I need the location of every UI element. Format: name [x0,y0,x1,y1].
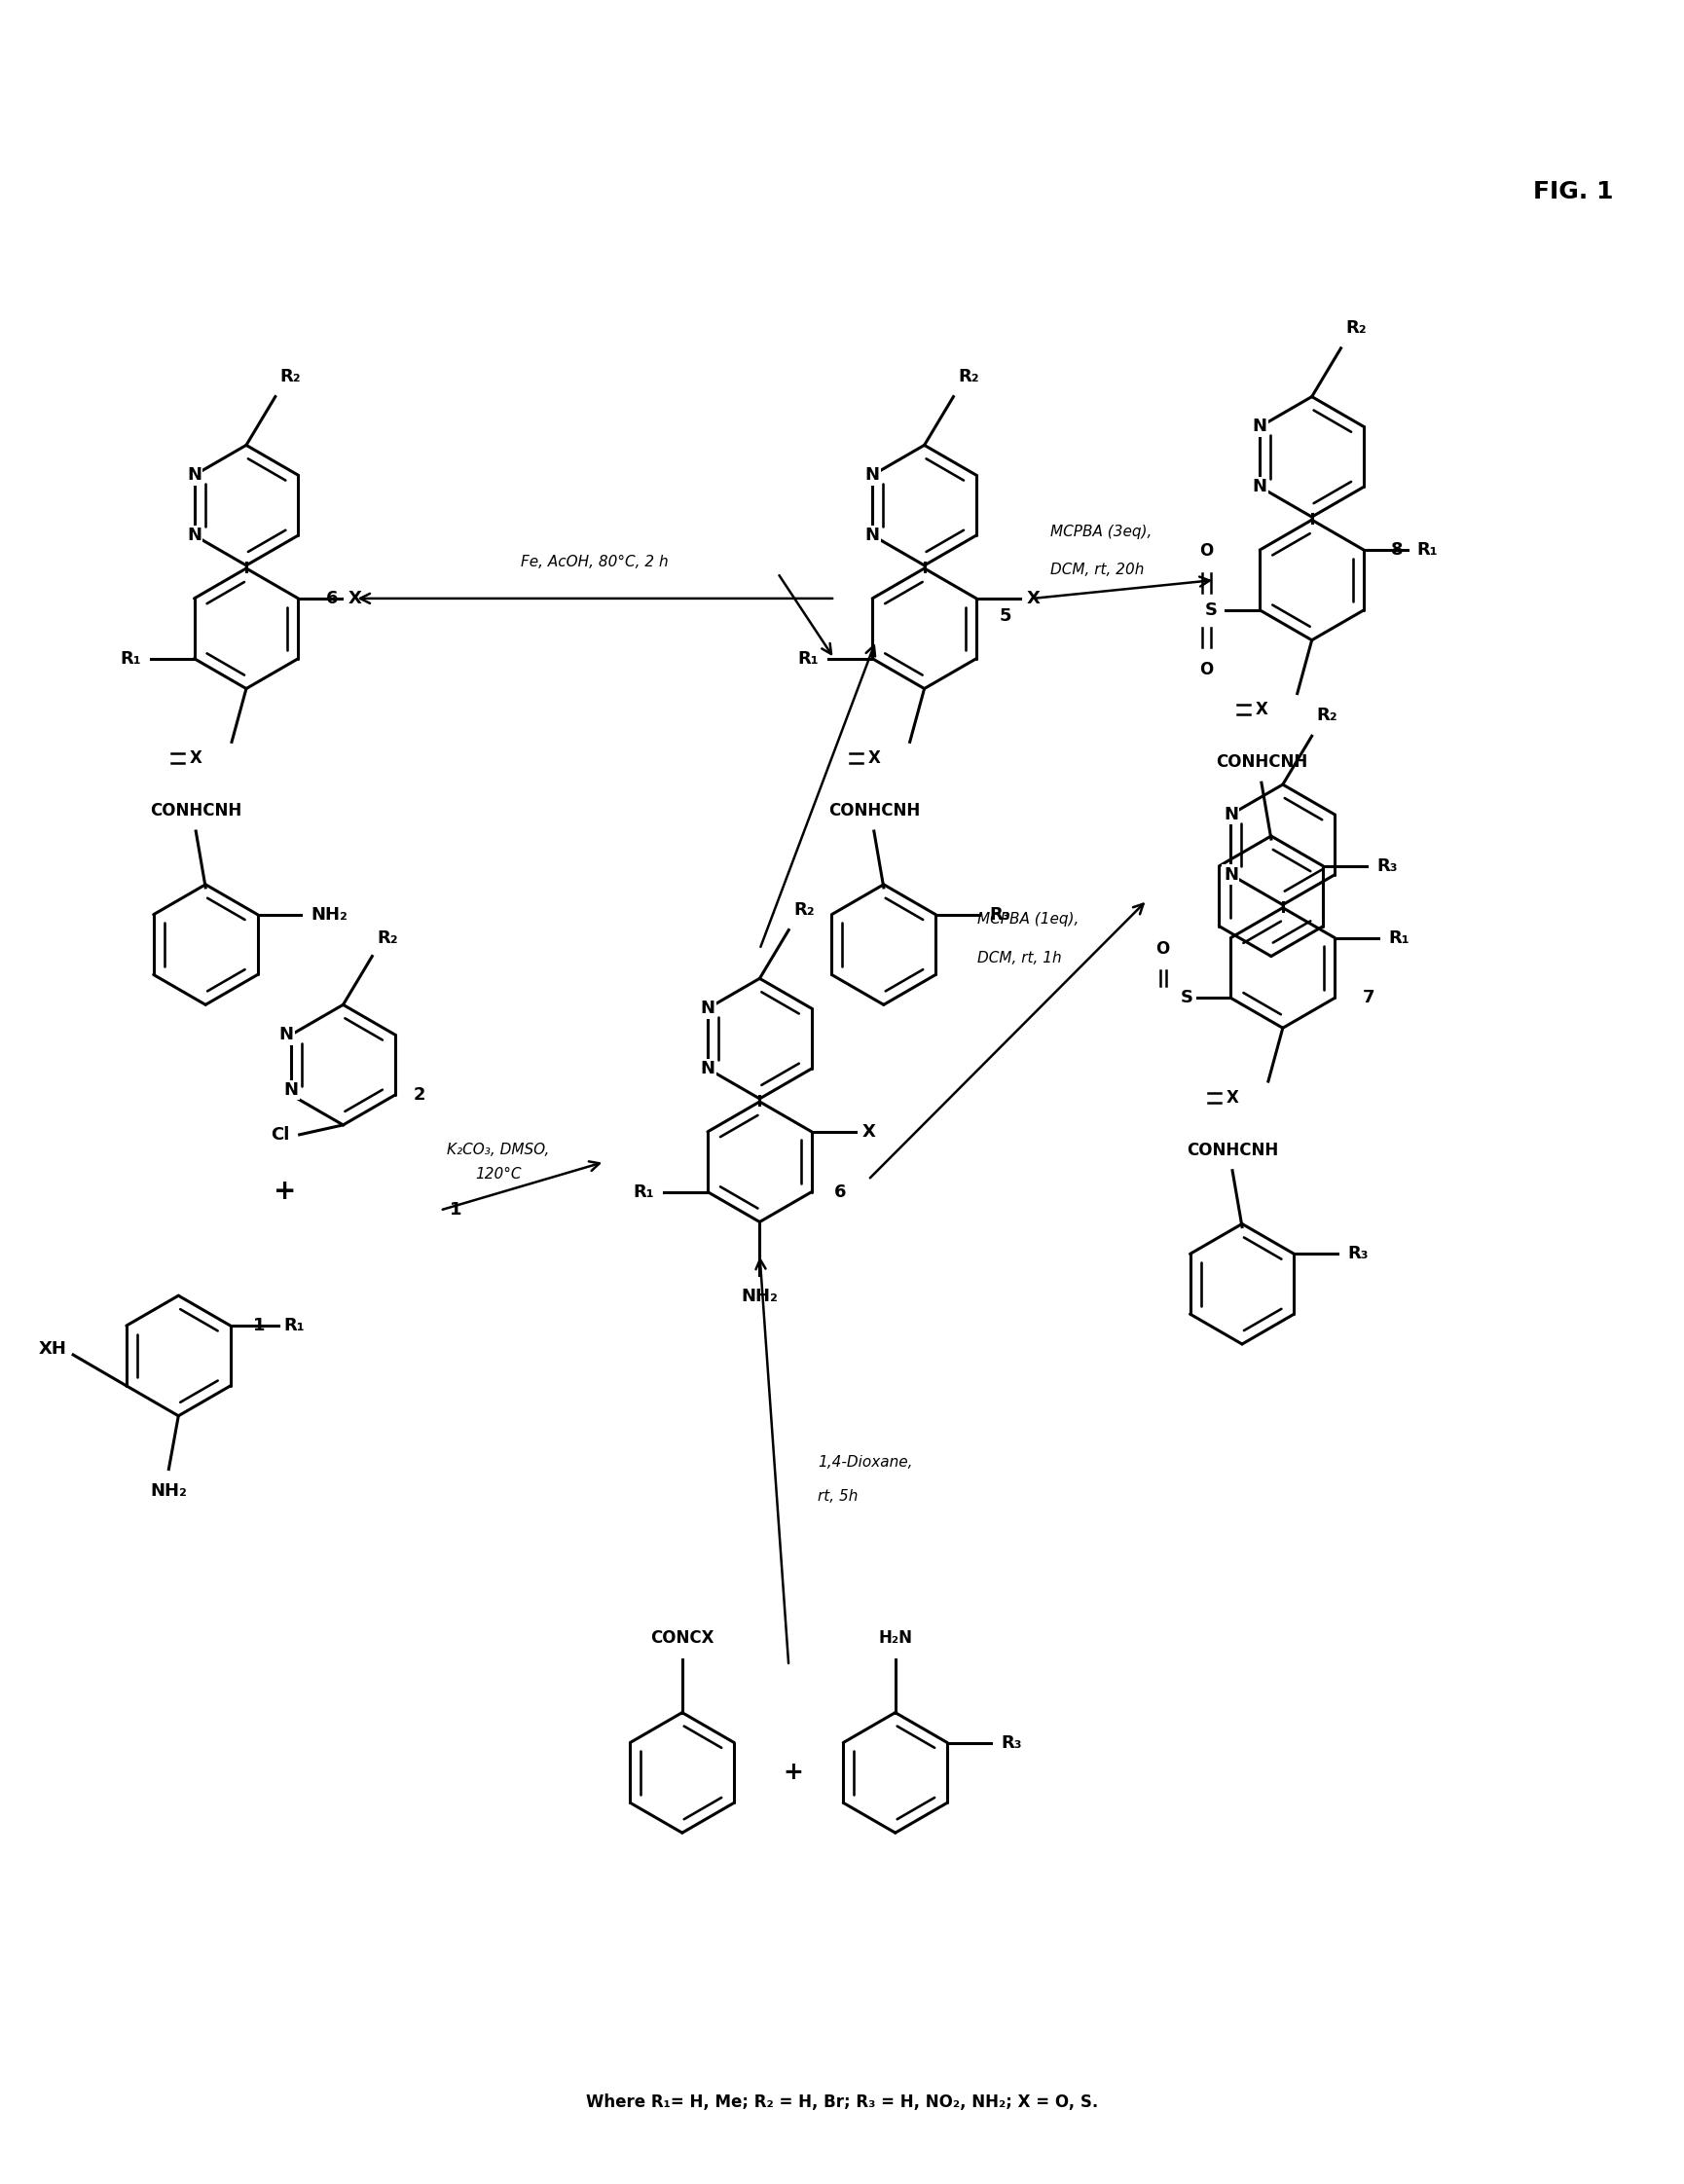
Text: N: N [864,526,879,544]
Text: CONHCNH: CONHCNH [1214,753,1307,771]
Text: R₁: R₁ [1416,542,1438,559]
Text: CONCX: CONCX [650,1629,714,1647]
Text: X: X [1026,590,1039,607]
Text: X: X [1255,701,1266,719]
Text: MCPBA (1eq),: MCPBA (1eq), [977,913,1078,926]
Text: N: N [1223,806,1238,823]
Text: 1: 1 [253,1317,264,1334]
Text: Cl: Cl [271,1127,290,1144]
Text: DCM, rt, 20h: DCM, rt, 20h [1049,563,1143,577]
Text: R₃: R₃ [1000,1734,1021,1752]
Text: 120°C: 120°C [475,1166,520,1182]
Text: N: N [1251,417,1266,435]
Text: O: O [1155,939,1169,957]
Text: N: N [701,1000,714,1018]
Text: N: N [280,1026,293,1044]
Text: R₁: R₁ [633,1184,653,1201]
Text: CONHCNH: CONHCNH [1186,1142,1278,1160]
Text: 1: 1 [450,1201,461,1219]
Text: R₁: R₁ [1388,928,1408,946]
Text: FIG. 1: FIG. 1 [1532,181,1613,203]
Text: N: N [1223,865,1238,885]
Text: K₂CO₃, DMSO,: K₂CO₃, DMSO, [446,1142,549,1158]
Text: N: N [187,526,202,544]
Text: rt, 5h: rt, 5h [817,1489,857,1503]
Text: R₂: R₂ [1346,319,1366,336]
Text: R₃: R₃ [1376,858,1396,876]
Text: X: X [862,1123,876,1140]
Text: 7: 7 [1361,989,1374,1007]
Text: X: X [349,590,362,607]
Text: R₁: R₁ [120,651,141,668]
Text: X: X [190,749,202,767]
Text: N: N [701,1059,714,1077]
Text: 1,4-Dioxane,: 1,4-Dioxane, [817,1455,913,1470]
Text: R₂: R₂ [958,367,978,384]
Text: +: + [273,1177,296,1206]
Text: NH₂: NH₂ [741,1289,778,1306]
Text: R₃: R₃ [1347,1245,1367,1262]
Text: 6: 6 [325,590,338,607]
Text: R₂: R₂ [793,900,813,917]
Text: +: + [783,1760,803,1784]
Text: DCM, rt, 1h: DCM, rt, 1h [977,950,1061,965]
Text: R₁: R₁ [283,1317,305,1334]
Text: CONHCNH: CONHCNH [827,802,919,819]
Text: N: N [187,467,202,485]
Text: X: X [867,749,879,767]
Text: S: S [1180,989,1192,1007]
Text: H₂N: H₂N [877,1629,911,1647]
Text: N: N [1251,478,1266,496]
Text: R₂: R₂ [377,928,397,946]
Text: S: S [1204,601,1218,618]
Text: R₁: R₁ [798,651,818,668]
Text: R₃: R₃ [989,906,1009,924]
Text: R₂: R₂ [1315,708,1337,725]
Text: 8: 8 [1391,542,1403,559]
Text: Fe, AcOH, 80°C, 2 h: Fe, AcOH, 80°C, 2 h [520,555,669,570]
Text: NH₂: NH₂ [310,906,347,924]
Text: X: X [1226,1090,1238,1107]
Text: N: N [864,467,879,485]
Text: NH₂: NH₂ [150,1481,187,1500]
Text: O: O [1199,660,1212,677]
Text: XH: XH [39,1341,66,1358]
Text: Where R₁= H, Me; R₂ = H, Br; R₃ = H, NO₂, NH₂; X = O, S.: Where R₁= H, Me; R₂ = H, Br; R₃ = H, NO₂… [586,2094,1098,2112]
Text: 2: 2 [413,1085,424,1103]
Text: CONHCNH: CONHCNH [150,802,241,819]
Text: R₂: R₂ [280,367,301,384]
Text: MCPBA (3eq),: MCPBA (3eq), [1049,524,1152,539]
Text: 6: 6 [834,1184,845,1201]
Text: N: N [283,1081,298,1099]
Text: 5: 5 [999,607,1010,625]
Text: O: O [1199,542,1212,559]
